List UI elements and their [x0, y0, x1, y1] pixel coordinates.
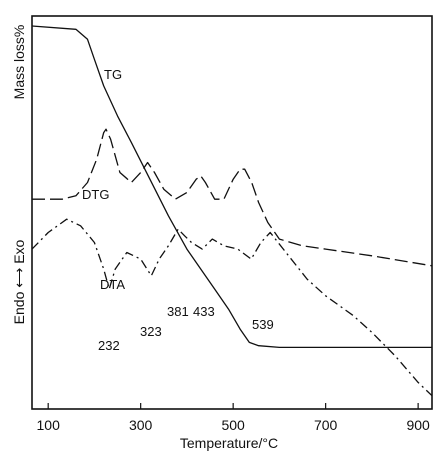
plot-frame: [31, 15, 433, 410]
x-tick-label: 300: [129, 417, 153, 433]
peak-label-539: 539: [252, 317, 274, 332]
y-axis-title: Mass loss%: [11, 25, 27, 100]
peak-label-433: 433: [193, 304, 215, 319]
peak-label-232: 232: [98, 338, 120, 353]
series-line-dta: [31, 218, 433, 397]
x-axis-ticks: 100 300 500 700 900: [37, 403, 430, 433]
curve-label-tg: TG: [104, 67, 122, 82]
curve-label-dtg: DTG: [82, 187, 109, 202]
series-line-tg: [31, 25, 432, 349]
x-axis-title: Temperature/°C: [180, 435, 278, 451]
x-tick-label: 900: [406, 417, 430, 433]
peak-label-323: 323: [140, 324, 162, 339]
curve-labels: TG DTG DTA: [82, 67, 125, 292]
peak-label-381: 381: [167, 304, 189, 319]
x-tick-label: 500: [221, 417, 245, 433]
curves: [31, 25, 433, 397]
series-line-dtg: [32, 128, 433, 267]
x-tick-label: 100: [37, 417, 61, 433]
peak-labels: 232 323 381 433 539: [98, 304, 274, 353]
curve-label-dta: DTA: [100, 277, 125, 292]
x-tick-label: 700: [314, 417, 338, 433]
y-axis-secondary-title: Endo ⟷ Exo: [11, 239, 27, 324]
